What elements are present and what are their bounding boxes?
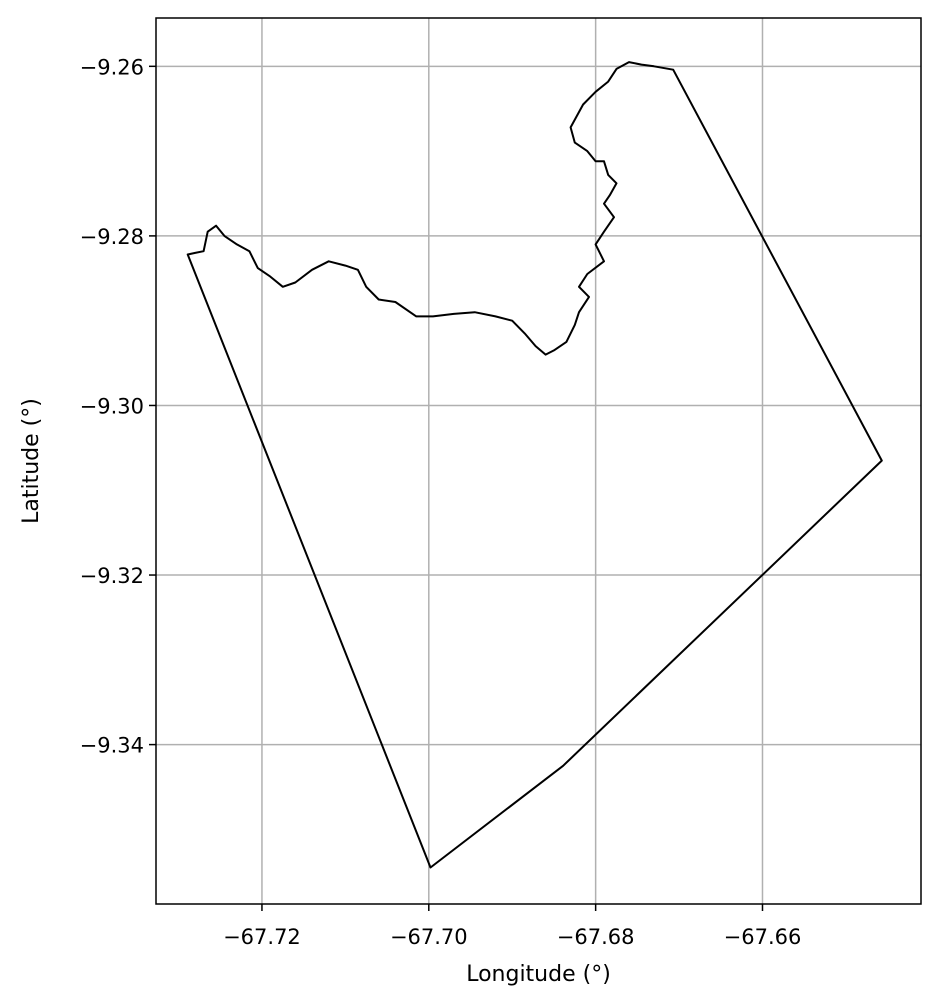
x-tick-label: −67.66 xyxy=(724,925,802,949)
y-tick-label: −9.26 xyxy=(80,55,144,79)
x-axis-label: Longitude (°) xyxy=(466,962,611,987)
x-tick-label: −67.72 xyxy=(223,925,301,949)
y-tick-label: −9.28 xyxy=(80,225,144,249)
x-axis-ticks: −67.72 −67.70 −67.68 −67.66 xyxy=(223,904,801,949)
y-axis-ticks: −9.26 −9.28 −9.30 −9.32 −9.34 xyxy=(80,55,156,758)
x-tick-label: −67.68 xyxy=(557,925,635,949)
plot-frame xyxy=(155,17,922,905)
grid-lines xyxy=(156,18,921,904)
boundary-outline xyxy=(186,61,883,869)
y-tick-label: −9.30 xyxy=(80,394,144,418)
y-tick-label: −9.34 xyxy=(80,734,144,758)
y-axis-label: Latitude (°) xyxy=(19,398,44,524)
x-tick-label: −67.70 xyxy=(390,925,468,949)
y-tick-label: −9.32 xyxy=(80,564,144,588)
